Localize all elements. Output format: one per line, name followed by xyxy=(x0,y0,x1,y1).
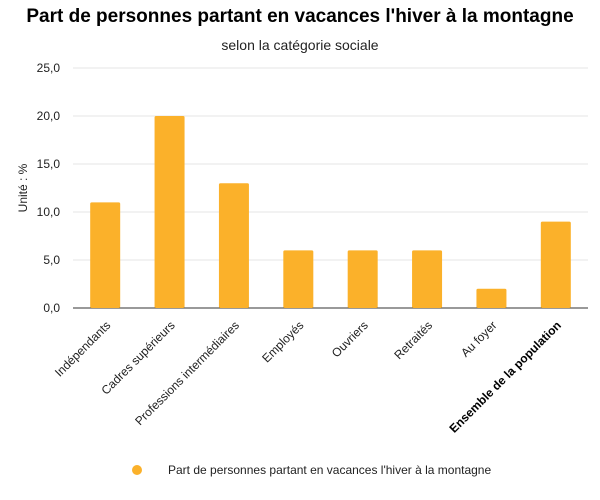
legend-swatch xyxy=(132,465,142,475)
x-tick-label: Professions intermédiaires xyxy=(132,318,242,428)
x-tick-label: Retraités xyxy=(391,318,435,362)
y-tick-label: 20,0 xyxy=(37,109,61,123)
x-tick-label: Ensemble de la population xyxy=(447,318,564,435)
y-tick-label: 5,0 xyxy=(43,253,60,267)
bar xyxy=(412,250,443,308)
bar xyxy=(283,250,314,308)
x-tick-label: Indépendants xyxy=(52,318,113,379)
chart-title: Part de personnes partant en vacances l'… xyxy=(26,6,574,27)
y-tick-label: 0,0 xyxy=(43,301,60,315)
x-tick-label: Employés xyxy=(259,318,306,365)
y-tick-label: 10,0 xyxy=(37,205,61,219)
legend-label: Part de personnes partant en vacances l'… xyxy=(168,463,492,477)
y-axis-label: Unité : % xyxy=(16,163,30,212)
plot-area: 0,0 5,0 10,0 15,0 20,0 25,0 IndépendantsCadre… xyxy=(16,61,588,436)
y-tick-label: 25,0 xyxy=(37,61,61,75)
legend: Part de personnes partant en vacances l'… xyxy=(0,462,600,480)
bar xyxy=(90,202,121,308)
bar xyxy=(347,250,378,308)
bar xyxy=(476,288,507,308)
bar xyxy=(154,116,185,308)
grid-layer xyxy=(73,67,588,309)
y-tick-labels: 0,0 5,0 10,0 15,0 20,0 25,0 xyxy=(37,61,61,315)
y-tick-label: 15,0 xyxy=(37,157,61,171)
bar xyxy=(218,183,249,308)
chart-subtitle: selon la catégorie sociale xyxy=(221,37,379,53)
bar-layer xyxy=(90,116,571,308)
x-tick-label: Au foyer xyxy=(458,318,500,360)
x-tick-label: Ouvriers xyxy=(329,318,371,360)
bar xyxy=(540,221,571,308)
